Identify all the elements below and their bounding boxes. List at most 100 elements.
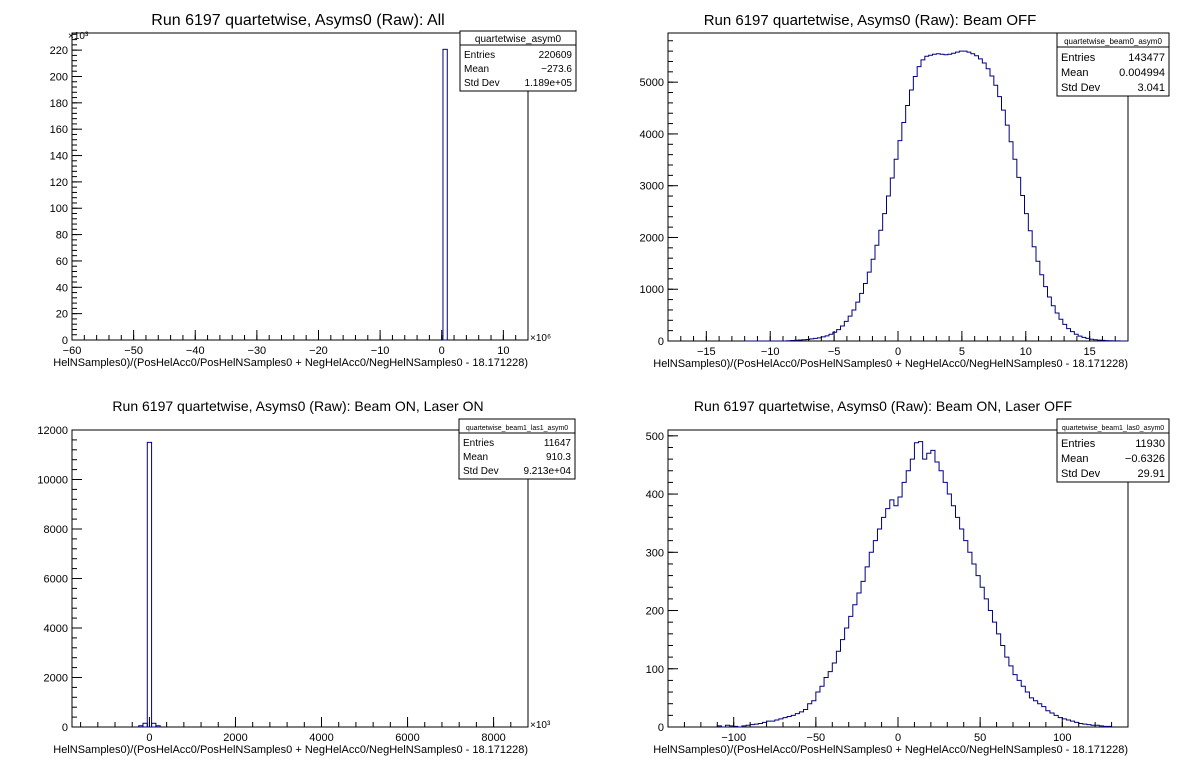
stats-row-value: −0.6326 — [1125, 453, 1165, 465]
x-tick-label: 15 — [1084, 346, 1096, 358]
y-tick-label: 1000 — [640, 284, 664, 296]
stats-row-value: 1.189e+05 — [524, 78, 572, 89]
histogram-bin — [151, 722, 157, 728]
x-axis-label: HelNSamples0)/(PosHelAcc0/PosHelNSamples… — [653, 358, 1128, 370]
x-tick-label: 2000 — [223, 732, 247, 744]
histogram-bin — [142, 722, 148, 728]
x-tick-label: −50 — [807, 732, 826, 744]
y-tick-label: 80 — [56, 230, 68, 242]
stats-row-value: 143477 — [1128, 52, 1165, 64]
y-tick-label: 40 — [56, 282, 68, 294]
stats-title: quartetwise_beam1_las0_asym0 — [1062, 425, 1164, 432]
y-tick-label: 3000 — [640, 181, 664, 193]
x-axis-label: HelNSamples0)/(PosHelAcc0/PosHelNSamples… — [653, 744, 1128, 756]
x-tick-label: −5 — [828, 346, 841, 358]
y-tick-label: 4000 — [44, 623, 68, 635]
stats-row-label: Mean — [463, 452, 488, 463]
x-tick-label: −100 — [721, 732, 746, 744]
y-tick-label: 60 — [56, 256, 68, 268]
stats-row-label: Entries — [1061, 52, 1096, 64]
x-tick-label: −20 — [309, 345, 328, 357]
stats-row-label: Mean — [1061, 67, 1089, 79]
panel-all: Run 6197 quartetwise, Asyms0 (Raw): All … — [50, 12, 577, 369]
x-tick-label: 4000 — [309, 732, 333, 744]
y-tick-label: 100 — [50, 203, 68, 215]
stats-row-label: Mean — [464, 64, 489, 75]
y-tick-label: 4000 — [640, 129, 664, 141]
stats-row-value: 3.041 — [1137, 82, 1165, 94]
x-exponent-label: ×10⁶ — [530, 333, 551, 344]
stats-title: quartetwise_beam0_asym0 — [1064, 37, 1162, 46]
x-tick-label: −10 — [761, 346, 780, 358]
y-tick-label: 8000 — [44, 524, 68, 536]
x-tick-label: 10 — [497, 345, 509, 357]
stats-row-value: 0.004994 — [1119, 67, 1165, 79]
x-tick-label: 0 — [895, 346, 901, 358]
y-tick-label: 100 — [646, 664, 664, 676]
plot-frame — [71, 32, 529, 341]
y-tick-label: 12000 — [37, 425, 68, 437]
x-tick-label: −60 — [63, 345, 82, 357]
x-tick-label: −30 — [248, 345, 267, 357]
stats-row-label: Std Dev — [463, 466, 499, 477]
histogram-bin — [138, 725, 144, 728]
stats-row-label: Entries — [1061, 438, 1096, 450]
y-tick-label: 200 — [646, 606, 664, 618]
y-tick-label: 0 — [658, 336, 664, 348]
x-tick-label: 50 — [974, 732, 986, 744]
y-exponent-label: ×10³ — [68, 31, 89, 42]
x-tick-label: −10 — [371, 345, 390, 357]
y-tick-label: 120 — [50, 177, 68, 189]
x-tick-label: −15 — [697, 346, 716, 358]
y-tick-label: 500 — [646, 431, 664, 443]
stats-row-label: Mean — [1061, 453, 1089, 465]
stats-title: quartetwise_beam1_las1_asym0 — [466, 425, 568, 432]
x-tick-label: 0 — [895, 732, 901, 744]
histogram-bin — [146, 441, 153, 728]
stats-row-label: Std Dev — [464, 78, 500, 89]
y-tick-label: 0 — [658, 722, 664, 734]
x-axis-label: HelNSamples0)/(PosHelAcc0/PosHelNSamples… — [53, 744, 528, 756]
panel-beam-off: Run 6197 quartetwise, Asyms0 (Raw): Beam… — [640, 12, 1170, 370]
y-tick-label: 5000 — [640, 77, 664, 89]
stats-row-value: 11647 — [544, 438, 572, 449]
x-exponent-label: ×10³ — [530, 720, 551, 731]
y-tick-label: 0 — [62, 335, 68, 347]
panel-title: Run 6197 quartetwise, Asyms0 (Raw): Beam… — [694, 398, 1072, 414]
x-tick-label: 0 — [439, 345, 445, 357]
panel-beam-on-laser-off: Run 6197 quartetwise, Asyms0 (Raw): Beam… — [646, 398, 1170, 756]
stats-row-label: Entries — [464, 50, 495, 61]
x-tick-label: 10 — [1020, 346, 1032, 358]
stats-row-label: Entries — [463, 438, 494, 449]
stats-row-value: 11930 — [1135, 438, 1165, 450]
y-tick-label: 400 — [646, 489, 664, 501]
stats-box — [458, 418, 576, 480]
y-tick-label: 220 — [50, 45, 68, 57]
y-tick-label: 180 — [50, 98, 68, 110]
stats-row-value: 9.213e+04 — [523, 466, 571, 477]
histogram-bin — [442, 48, 448, 341]
x-tick-label: 0 — [146, 732, 152, 744]
y-tick-label: 20 — [56, 309, 68, 321]
stats-box — [1056, 32, 1170, 97]
stats-title: quartetwise_asym0 — [475, 34, 562, 45]
y-tick-label: 0 — [62, 722, 68, 734]
x-tick-label: 100 — [1053, 732, 1071, 744]
y-tick-label: 10000 — [37, 475, 68, 487]
stats-row-value: 220609 — [539, 50, 573, 61]
x-axis-label: HelNSamples0)/(PosHelAcc0/PosHelNSamples… — [53, 357, 528, 369]
stats-box — [1056, 418, 1170, 483]
y-tick-label: 2000 — [640, 232, 664, 244]
y-tick-label: 2000 — [44, 673, 68, 685]
x-tick-label: 5 — [959, 346, 965, 358]
y-tick-label: 300 — [646, 547, 664, 559]
stats-row-value: −273.6 — [541, 64, 572, 75]
panel-title: Run 6197 quartetwise, Asyms0 (Raw): Beam… — [704, 12, 1037, 29]
x-tick-label: −50 — [124, 345, 143, 357]
y-tick-label: 6000 — [44, 574, 68, 586]
stats-row-value: 910.3 — [546, 452, 571, 463]
y-tick-label: 200 — [50, 71, 68, 83]
stats-row-label: Std Dev — [1061, 468, 1101, 480]
histogram-bin — [155, 725, 161, 728]
